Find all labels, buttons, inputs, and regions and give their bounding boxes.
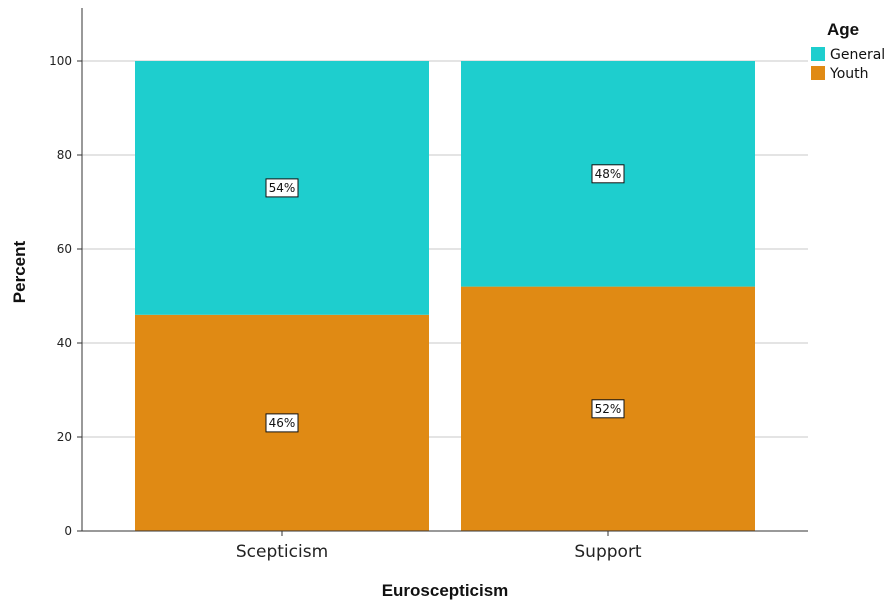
y-axis-title: Percent <box>10 240 29 303</box>
data-label-box <box>591 164 625 184</box>
data-label: 52% <box>595 402 622 416</box>
legend-title: Age <box>827 20 859 39</box>
y-tick-label: 60 <box>57 242 72 256</box>
data-label-box <box>265 178 299 198</box>
x-axis-title: Euroscepticism <box>382 581 509 600</box>
legend: Age General Youth <box>811 20 885 82</box>
data-label-box <box>265 413 299 433</box>
y-tick-label: 0 <box>64 524 72 538</box>
data-label: 48% <box>595 167 622 181</box>
legend-swatch-youth <box>811 66 825 80</box>
y-tick-label: 80 <box>57 148 72 162</box>
legend-swatch-general <box>811 47 825 61</box>
y-tick-label: 20 <box>57 430 72 444</box>
x-tick-label: Scepticism <box>236 542 328 562</box>
legend-label-general: General <box>830 47 885 63</box>
y-tick-label: 100 <box>49 54 72 68</box>
data-label-box <box>591 399 625 419</box>
data-labels: 46% 54% 52% 48% <box>265 164 625 433</box>
data-label: 54% <box>269 181 296 195</box>
axes: 0 20 40 60 80 100 Scepticism Support <box>49 8 808 562</box>
bars <box>135 61 755 531</box>
x-tick-label: Support <box>574 542 642 562</box>
legend-label-youth: Youth <box>829 66 869 82</box>
y-tick-label: 40 <box>57 336 72 350</box>
data-label: 46% <box>269 416 296 430</box>
